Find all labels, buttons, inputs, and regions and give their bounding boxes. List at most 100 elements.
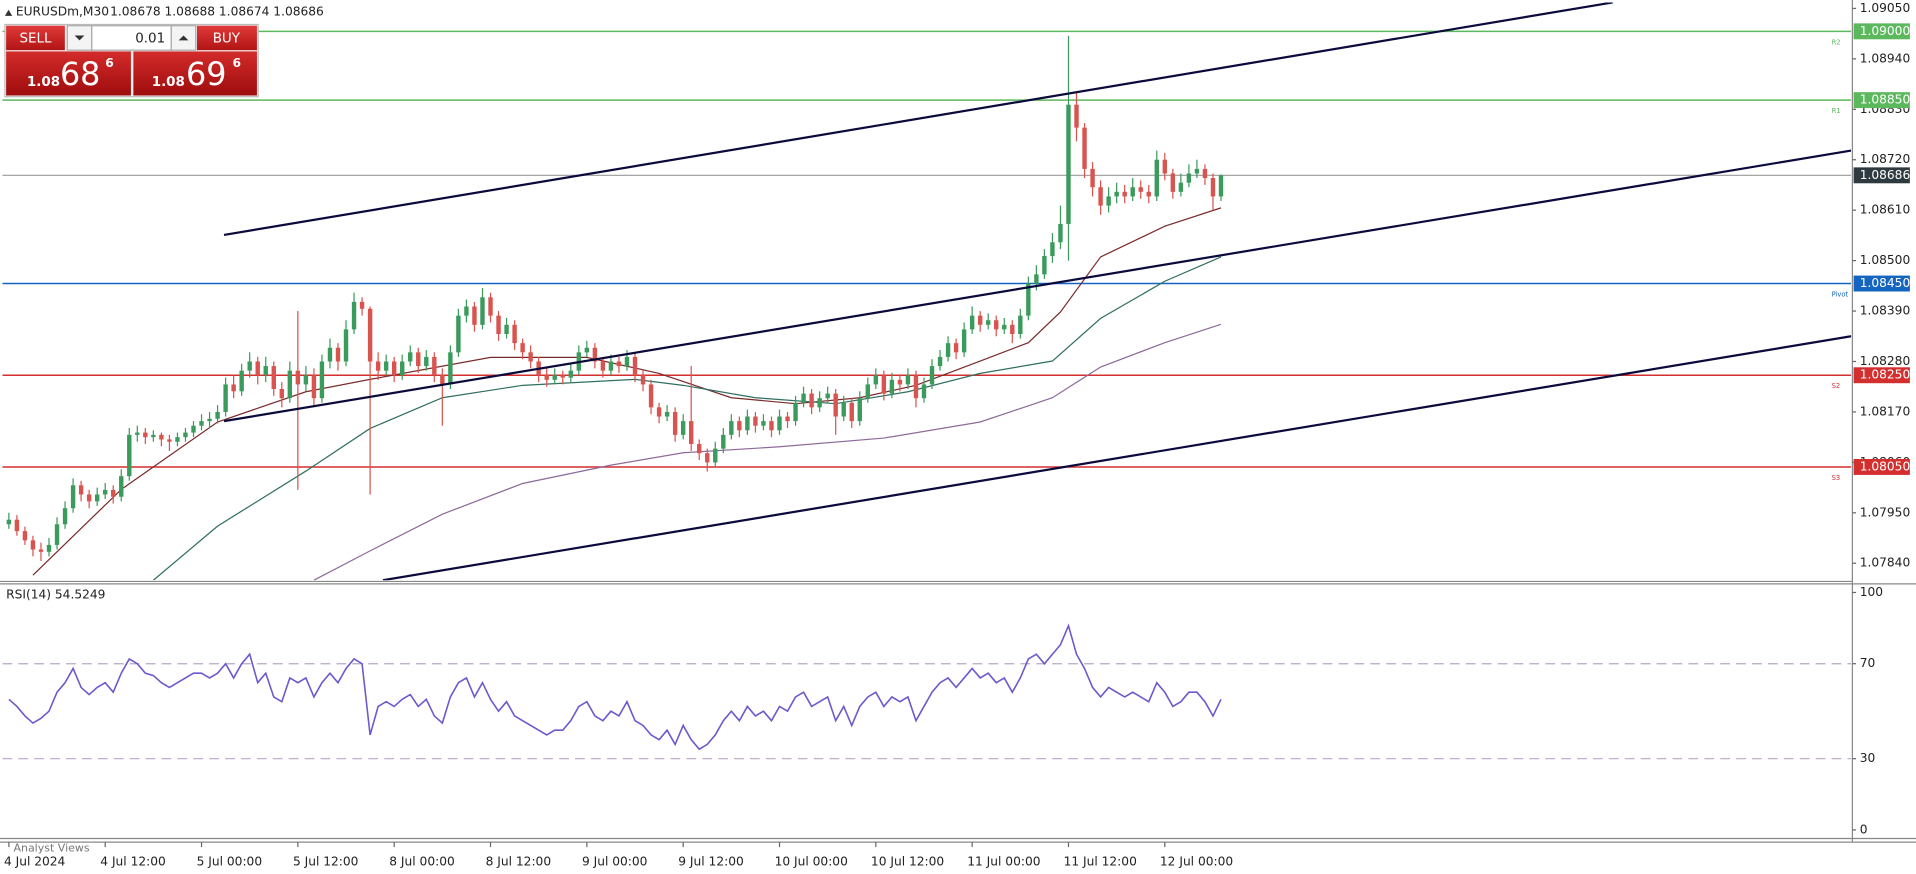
bottom-tab[interactable]: Analyst Views — [13, 841, 89, 854]
candle-body — [785, 416, 790, 422]
candle-body — [761, 421, 766, 426]
candle-body — [119, 476, 124, 497]
ask-box[interactable] — [133, 51, 257, 96]
y-tick-label: 1.08170 — [1860, 404, 1911, 418]
candle-body — [656, 407, 662, 417]
candle-body — [600, 361, 606, 371]
candle-body — [400, 361, 405, 376]
candle-body — [833, 393, 838, 417]
candle-body — [793, 402, 798, 422]
candle-body — [937, 356, 943, 367]
buy-label: BUY — [213, 32, 241, 47]
y-tick-label: 1.08280 — [1860, 354, 1911, 368]
level-label: 1.08250 — [1860, 368, 1911, 382]
candle-body — [295, 370, 301, 385]
candle-body — [512, 324, 517, 344]
candle-body — [1018, 315, 1023, 334]
y-tick-label: 100 — [1860, 585, 1883, 599]
x-tick-label: 9 Jul 00:00 — [582, 854, 647, 868]
candle-body — [239, 370, 244, 392]
candle-body — [496, 315, 501, 334]
candle-body — [143, 432, 148, 438]
candle-body — [1066, 104, 1071, 224]
y-tick-label: 1.08610 — [1860, 203, 1911, 217]
level-label-box — [1853, 92, 1910, 109]
candle-body — [953, 343, 959, 353]
candle-body — [102, 489, 108, 495]
candle-body — [408, 352, 413, 362]
candle-body — [30, 540, 36, 550]
down-arrow — [74, 35, 85, 41]
bid-pips: 68 — [60, 55, 100, 93]
candle-body — [1178, 182, 1184, 192]
x-tick-label: 8 Jul 12:00 — [486, 854, 551, 868]
candle-body — [279, 389, 285, 399]
y-tick-label: 1.08390 — [1860, 304, 1911, 318]
y-tick-label: 1.08500 — [1860, 253, 1911, 267]
candle-body — [889, 379, 895, 394]
candle-body — [688, 421, 694, 445]
candle-body — [14, 519, 20, 532]
candle-body — [592, 347, 598, 362]
candle-body — [70, 485, 76, 509]
candle-body — [713, 448, 718, 463]
candle-body — [1090, 168, 1095, 188]
candle-body — [921, 384, 927, 399]
y-tick-label: 1.07840 — [1860, 556, 1911, 570]
ask-point: 6 — [232, 56, 241, 70]
candle-body — [1010, 324, 1015, 334]
candle-body — [456, 315, 461, 353]
x-tick-label: 11 Jul 12:00 — [1064, 854, 1137, 868]
last-price-box — [1853, 167, 1910, 184]
buy-button[interactable] — [196, 25, 257, 51]
candle-body — [46, 544, 52, 552]
candle-body — [464, 306, 469, 316]
y-tick-label: 70 — [1860, 656, 1876, 670]
x-tick-label: 11 Jul 00:00 — [967, 854, 1040, 868]
candle-body — [335, 347, 341, 362]
moving-average — [152, 256, 1222, 581]
candle-body — [945, 343, 951, 357]
lot-input[interactable] — [91, 25, 172, 51]
candle-body — [624, 356, 630, 367]
y-tick-label: 0 — [1860, 822, 1868, 836]
candle-body — [440, 375, 445, 385]
candle-body — [151, 434, 156, 438]
candle-body — [568, 370, 573, 378]
candle-body — [1106, 196, 1111, 206]
candle-body — [969, 315, 975, 330]
candle-body — [127, 434, 132, 477]
candle-body — [327, 347, 333, 362]
candle-body — [1026, 283, 1031, 316]
sell-button[interactable] — [6, 25, 65, 51]
collapse-icon[interactable] — [4, 9, 13, 16]
candle-body — [504, 324, 509, 334]
candle-body — [680, 421, 686, 435]
ask-big: 1.08 — [152, 75, 185, 90]
last-price-label: 1.08686 — [1860, 168, 1911, 182]
candle-body — [38, 549, 44, 552]
candle-body — [801, 393, 806, 403]
x-tick-label: 5 Jul 12:00 — [293, 854, 358, 868]
candle-body — [255, 361, 260, 376]
trendline — [223, 149, 1852, 423]
sell-label: SELL — [19, 32, 52, 47]
candle-body — [247, 361, 252, 371]
candle-body — [809, 393, 814, 408]
candle-body — [231, 384, 236, 392]
candle-body — [1210, 178, 1216, 197]
candle-body — [705, 453, 710, 463]
bid-box[interactable] — [6, 51, 131, 96]
candle-body — [977, 315, 983, 325]
price-axis: 1.090501.089401.088301.087201.086101.085… — [4, 1, 1910, 868]
price-plot: R2 R1 Pivot S2 S3 — [2, 2, 1852, 581]
indicator-title: RSI(14) 54.5249 — [6, 587, 105, 601]
x-tick-label: 10 Jul 12:00 — [871, 854, 944, 868]
candle-body — [1162, 159, 1168, 174]
level-label: 1.08450 — [1860, 276, 1911, 290]
candle-body — [640, 375, 646, 385]
candle-body — [560, 375, 565, 378]
